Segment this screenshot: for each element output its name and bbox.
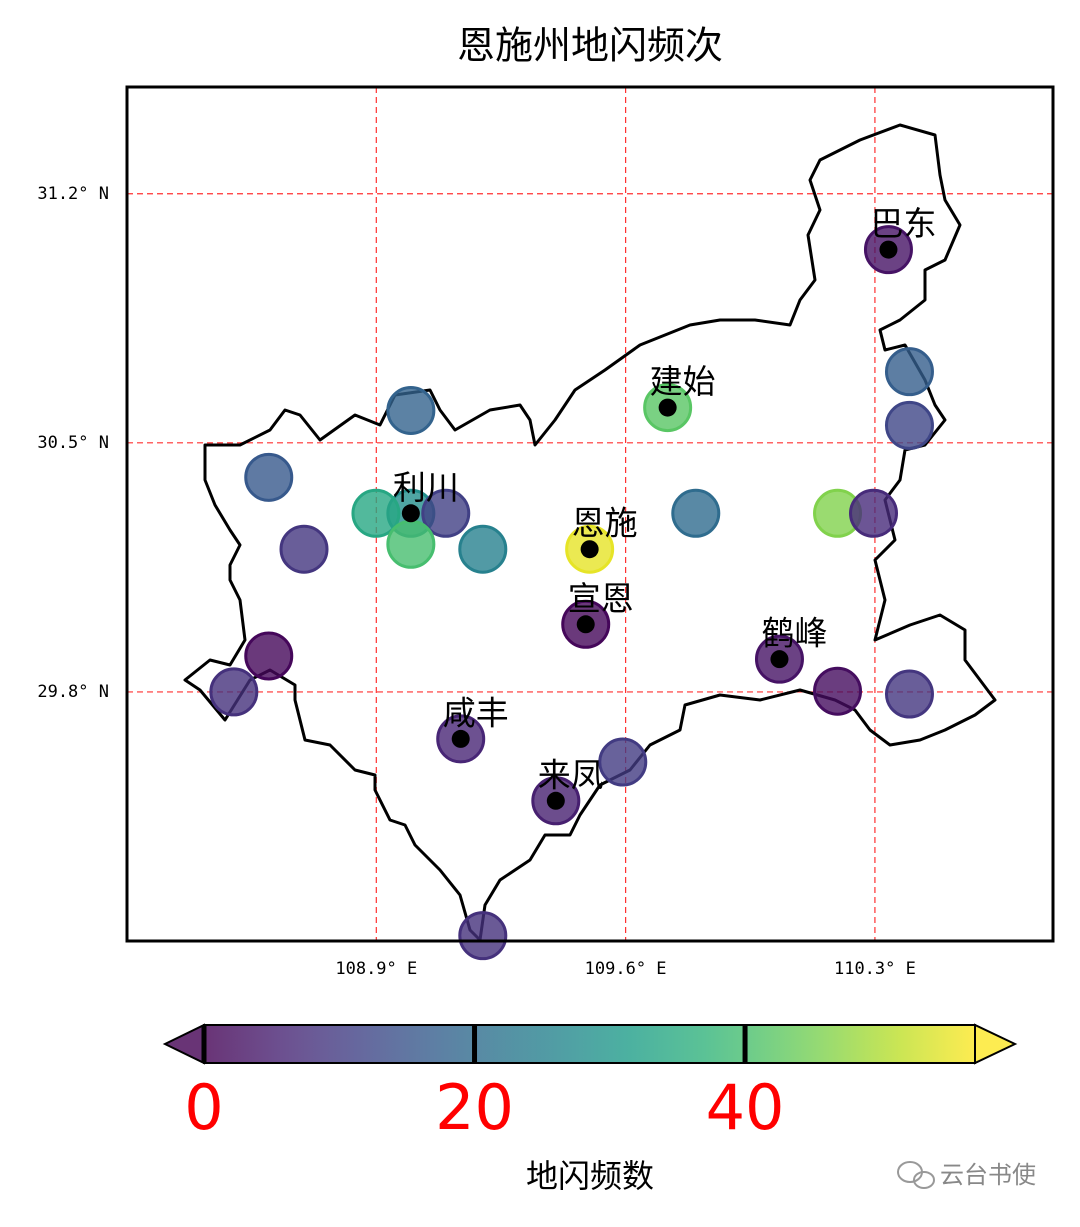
lightning-point xyxy=(884,347,934,397)
x-tick-label: 109.6° E xyxy=(585,959,667,979)
station-label: 巴东 xyxy=(870,204,936,243)
colorbar-label: 地闪频数 xyxy=(526,1157,654,1195)
station-label: 恩施 xyxy=(572,504,638,543)
colorbar-tick-label: 40 xyxy=(706,1071,785,1144)
station-dot xyxy=(580,540,599,559)
lightning-point xyxy=(884,669,934,719)
lightning-point xyxy=(244,452,294,502)
lightning-point xyxy=(386,519,436,569)
lightning-point xyxy=(458,524,508,574)
lightning-point xyxy=(671,488,721,538)
station-dot xyxy=(546,791,565,810)
colorbar-body xyxy=(203,1024,976,1064)
lightning-point xyxy=(848,488,898,538)
station-label: 来凤 xyxy=(538,755,604,794)
station-dot xyxy=(576,615,595,634)
station-dot xyxy=(658,398,677,417)
lightning-point xyxy=(209,667,259,717)
colorbar-tick-label: 0 xyxy=(184,1071,223,1144)
colorbar: 0 20 40 xyxy=(162,1023,1018,1144)
lightning-point xyxy=(598,737,648,787)
lightning-point xyxy=(884,400,934,450)
boundary xyxy=(183,123,997,942)
lightning-point xyxy=(351,488,401,538)
y-tick-label: 31.2° N xyxy=(37,184,109,204)
station-label: 利川 xyxy=(393,468,459,507)
station-dot xyxy=(451,729,470,748)
lightning-point xyxy=(386,385,436,435)
y-tick-label: 30.5° N xyxy=(37,433,109,453)
station-dot xyxy=(770,650,789,669)
station-label: 鹤峰 xyxy=(761,614,827,653)
watermark: 云台书使 xyxy=(940,1161,1036,1189)
chart-title: 恩施州地闪频次 xyxy=(457,24,723,68)
lightning-point xyxy=(458,911,508,961)
station-label: 建始 xyxy=(650,362,716,401)
watermark-icon xyxy=(897,1161,935,1189)
map-frame xyxy=(125,85,1055,943)
colorbar-tick-label: 20 xyxy=(435,1071,514,1144)
lightning-point xyxy=(244,631,294,681)
lightning-point xyxy=(279,524,329,574)
lightning-point xyxy=(421,488,471,538)
station-dot xyxy=(401,504,420,523)
x-tick-label: 108.9° E xyxy=(335,959,417,979)
station-label: 咸丰 xyxy=(443,693,509,732)
y-tick-label: 29.8° N xyxy=(37,682,109,702)
station-label: 宣恩 xyxy=(568,579,634,618)
station-dot xyxy=(879,240,898,259)
x-tick-label: 110.3° E xyxy=(834,959,916,979)
lightning-point xyxy=(813,666,863,716)
